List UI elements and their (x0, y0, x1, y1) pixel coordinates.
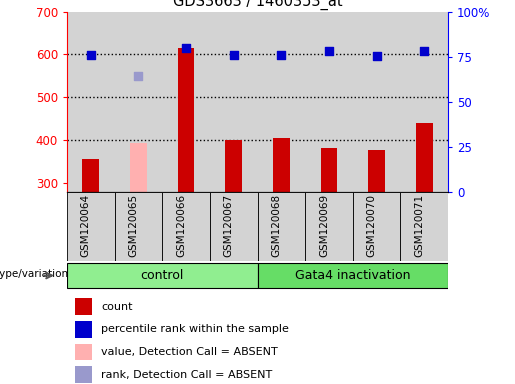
Bar (67, 263, 258, 288)
Bar (353, 12, 401, 192)
Text: GSM120067: GSM120067 (224, 194, 234, 257)
Point (182, 45, 190, 51)
Bar (75, 344, 92, 361)
Point (325, 48, 333, 54)
Bar (401, 192, 448, 261)
Point (277, 52, 285, 58)
Bar (75, 321, 92, 338)
Bar (416, 123, 433, 192)
Bar (273, 138, 289, 192)
Bar (114, 12, 162, 192)
Bar (162, 192, 210, 261)
Bar (114, 192, 162, 261)
Bar (75, 298, 92, 315)
Bar (258, 192, 305, 261)
Bar (258, 263, 448, 288)
Point (372, 53, 381, 59)
Bar (321, 148, 337, 192)
Bar (305, 12, 353, 192)
Bar (162, 12, 210, 192)
Text: GSM120064: GSM120064 (81, 194, 91, 257)
Bar (210, 12, 258, 192)
Point (420, 48, 428, 55)
Text: percentile rank within the sample: percentile rank within the sample (101, 324, 289, 334)
Point (87, 52, 95, 58)
Text: count: count (101, 302, 133, 312)
Point (134, 73, 143, 79)
Bar (210, 192, 258, 261)
Text: genotype/variation: genotype/variation (0, 269, 68, 279)
Point (230, 52, 238, 58)
Bar (305, 192, 353, 261)
Bar (401, 12, 448, 192)
Text: GSM120071: GSM120071 (414, 194, 424, 257)
Bar (67, 12, 115, 192)
Bar (130, 142, 147, 192)
Bar (82, 159, 99, 192)
Text: GSM120069: GSM120069 (319, 194, 329, 257)
Text: value, Detection Call = ABSENT: value, Detection Call = ABSENT (101, 347, 278, 357)
Bar (258, 12, 305, 192)
Bar (353, 192, 401, 261)
Bar (178, 48, 194, 192)
Title: GDS3663 / 1460353_at: GDS3663 / 1460353_at (173, 0, 342, 10)
Bar (368, 150, 385, 192)
Text: GSM120068: GSM120068 (271, 194, 281, 257)
Text: control: control (141, 269, 184, 282)
Bar (75, 366, 92, 383)
Text: Gata4 inactivation: Gata4 inactivation (295, 269, 410, 282)
Bar (226, 141, 242, 192)
Text: GSM120065: GSM120065 (128, 194, 139, 257)
Bar (67, 192, 115, 261)
Text: rank, Detection Call = ABSENT: rank, Detection Call = ABSENT (101, 369, 272, 380)
Text: GSM120066: GSM120066 (176, 194, 186, 257)
Text: GSM120070: GSM120070 (367, 194, 376, 257)
